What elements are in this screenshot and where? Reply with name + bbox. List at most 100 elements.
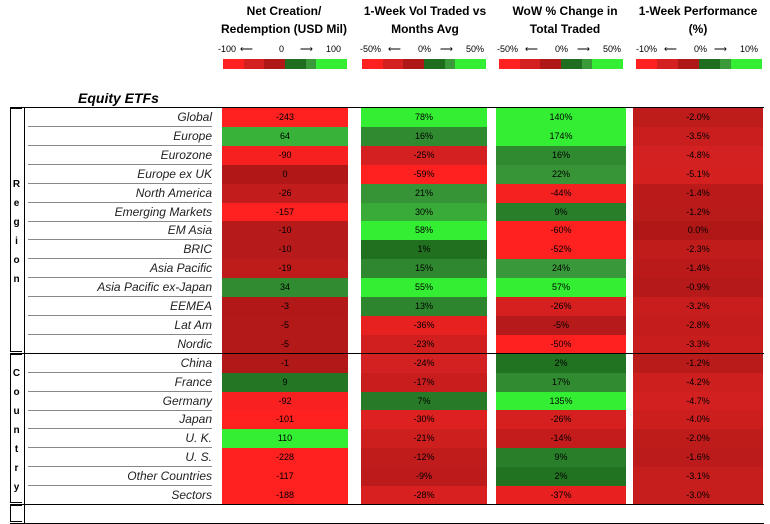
heat-cell-wow: 2% <box>496 467 626 487</box>
header-wow-line2: Total Traded <box>529 22 601 36</box>
row-label: Europe ex UK <box>28 165 212 184</box>
header-net-line2: Redemption (USD Mil) <box>221 22 347 36</box>
heat-cell-vol: -24% <box>361 353 487 373</box>
heat-cell-wow: 57% <box>496 278 626 298</box>
row-label: Other Countries <box>28 467 212 487</box>
heat-cell-wow: 9% <box>496 448 626 468</box>
heat-cell-vol: -9% <box>361 467 487 487</box>
group-label-letter: r <box>14 463 19 475</box>
header-vol-line2: Months Avg <box>391 22 459 36</box>
row-label: BRIC <box>28 240 212 260</box>
row-label: Eurozone <box>28 146 212 165</box>
heat-cell-net: -10 <box>222 221 348 241</box>
color-scale-swatch <box>678 59 689 69</box>
table-row: Eurozone -90 -25% 16% -4.8% <box>0 145 770 165</box>
table-row: Asia Pacific ex-Japan 34 55% 57% -0.9% <box>0 278 770 298</box>
heat-cell-net: -117 <box>222 467 348 487</box>
heat-cell-net: -228 <box>222 448 348 468</box>
heat-cell-net: -101 <box>222 410 348 430</box>
heat-cell-wow: 174% <box>496 126 626 146</box>
heat-cell-net: 0 <box>222 164 348 184</box>
row-label: Asia Pacific <box>28 259 212 279</box>
color-scale-swatch <box>720 59 731 69</box>
heat-cell-net: -26 <box>222 183 348 203</box>
color-scale-swatch <box>667 59 678 69</box>
scale-tick-label: ⟶ <box>440 44 453 54</box>
table-top-border <box>10 107 764 108</box>
scale-tick-label: -50% <box>497 44 519 54</box>
heat-cell-perf: -2.3% <box>633 240 763 260</box>
color-scale-bar <box>636 59 762 69</box>
heat-cell-perf: -3.1% <box>633 467 763 487</box>
scale-tick-label: 0% <box>555 44 569 54</box>
heat-cell-vol: -23% <box>361 334 487 354</box>
color-scale-swatch <box>519 59 530 69</box>
color-scale-bar <box>362 59 486 69</box>
color-scale-swatch <box>223 59 234 69</box>
heat-cell-perf: -3.3% <box>633 334 763 354</box>
table-row: China -1 -24% 2% -1.2% <box>0 353 770 373</box>
table-row: North America -26 21% -44% -1.4% <box>0 183 770 203</box>
heat-cell-net: -92 <box>222 391 348 411</box>
heat-cell-vol: -59% <box>361 164 487 184</box>
heat-cell-vol: -30% <box>361 410 487 430</box>
heat-cell-vol: 7% <box>361 391 487 411</box>
heat-cell-wow: -26% <box>496 297 626 316</box>
color-scale-bar <box>499 59 623 69</box>
scale-tick-label: 10% <box>740 44 759 54</box>
scale-tick-label: -50% <box>360 44 382 54</box>
color-scale-swatch <box>305 59 316 69</box>
group-label-letter: o <box>13 255 20 267</box>
row-label: U. S. <box>28 448 212 468</box>
table-row: Nordic -5 -23% -50% -3.3% <box>0 334 770 354</box>
table-row: U. S. -228 -12% 9% -1.6% <box>0 448 770 468</box>
heat-cell-wow: -14% <box>496 429 626 449</box>
group-divider <box>24 108 25 354</box>
color-scale-swatch <box>581 59 592 69</box>
group-label-letter: o <box>13 387 20 399</box>
heat-cell-wow: -26% <box>496 410 626 430</box>
group-label-letter: e <box>13 198 20 210</box>
row-label: Emerging Markets <box>28 203 212 222</box>
heat-cell-vol: 30% <box>361 202 487 222</box>
scale-tick-label: 0 <box>279 44 285 54</box>
header-net-line1: Net Creation/ <box>246 4 322 18</box>
scale-tick-label: 0% <box>694 44 708 54</box>
heat-cell-perf: -3.0% <box>633 486 763 505</box>
row-label: North America <box>28 184 212 203</box>
table-row: France 9 -17% 17% -4.2% <box>0 372 770 392</box>
heat-cell-net: -157 <box>222 202 348 222</box>
heat-cell-vol: 58% <box>361 221 487 241</box>
scale-tick-label: ⟵ <box>664 44 677 54</box>
color-scale-swatch <box>550 59 561 69</box>
group-separator <box>10 352 764 354</box>
heat-cell-perf: -3.5% <box>633 126 763 146</box>
table-row: Asia Pacific -19 15% 24% -1.4% <box>0 259 770 279</box>
heat-cell-perf: -2.0% <box>633 429 763 449</box>
color-scale-swatch <box>571 59 582 69</box>
group-separator <box>10 503 764 505</box>
color-scale-swatch <box>253 59 265 69</box>
header-perf-line2: (%) <box>688 22 708 36</box>
row-label: Global <box>28 108 212 127</box>
color-scale-swatch <box>423 59 435 69</box>
scale-tick-label: -10% <box>636 44 658 54</box>
scale-net: -100 ⟵ 0 ⟶ 100 <box>218 44 350 56</box>
heat-cell-perf: -4.0% <box>633 410 763 430</box>
group-label-letter: y <box>13 482 20 494</box>
heat-cell-wow: -50% <box>496 334 626 354</box>
heat-cell-wow: -5% <box>496 315 626 335</box>
color-scale-swatch <box>730 59 741 69</box>
header-vol: 1-Week Vol Traded vs Months Avg <box>355 2 495 38</box>
header-vol-line1: 1-Week Vol Traded vs <box>363 4 487 18</box>
heat-cell-perf: -2.8% <box>633 315 763 335</box>
heat-cell-net: -243 <box>222 108 348 127</box>
scale-tick-label: ⟶ <box>300 44 313 54</box>
color-scale-swatch <box>591 59 603 69</box>
heat-cell-vol: 1% <box>361 240 487 260</box>
color-scale-swatch <box>475 59 486 69</box>
color-scale-swatch <box>741 59 752 69</box>
header-net: Net Creation/ Redemption (USD Mil) <box>218 2 350 38</box>
heat-cell-perf: -2.0% <box>633 108 763 127</box>
scale-tick-label: ⟶ <box>714 44 727 54</box>
